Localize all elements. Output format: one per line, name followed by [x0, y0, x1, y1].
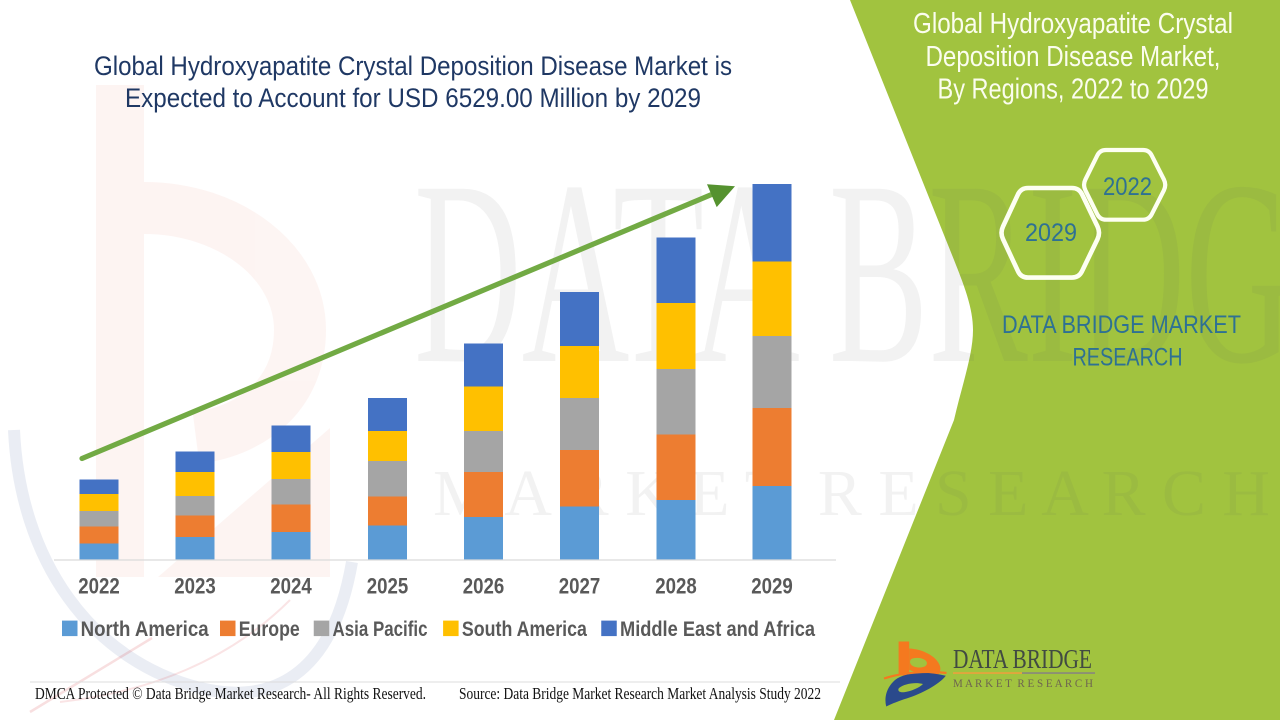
svg-text:By Regions, 2022 to 2029: By Regions, 2022 to 2029: [938, 74, 1209, 106]
svg-text:Global Hydroxyapatite Crystal: Global Hydroxyapatite Crystal: [913, 8, 1233, 40]
svg-text:2028: 2028: [655, 574, 697, 599]
svg-text:M A R K E T R E S E A R C H: M A R K E T R E S E A R C H: [433, 457, 1270, 530]
svg-text:Deposition Disease Market,: Deposition Disease Market,: [926, 41, 1221, 73]
svg-text:2029: 2029: [751, 574, 793, 599]
svg-text:2026: 2026: [463, 574, 505, 599]
svg-text:Global Hydroxyapatite Crystal: Global Hydroxyapatite Crystal Deposition…: [94, 51, 732, 81]
svg-text:Expected to Account for USD 65: Expected to Account for USD 6529.00 Mill…: [125, 83, 701, 113]
svg-text:2022: 2022: [1103, 173, 1152, 201]
svg-text:Asia Pacific: Asia Pacific: [333, 617, 428, 641]
svg-text:North America: North America: [81, 617, 210, 641]
svg-text:2024: 2024: [270, 574, 312, 599]
svg-text:2022: 2022: [78, 574, 120, 599]
svg-text:South America: South America: [462, 617, 588, 641]
svg-text:Source: Data Bridge Market Res: Source: Data Bridge Market Research Mark…: [459, 684, 821, 703]
svg-text:2023: 2023: [174, 574, 216, 599]
svg-text:DMCA Protected © Data Bridge M: DMCA Protected © Data Bridge Market Rese…: [35, 684, 426, 703]
svg-text:DATA BRIDGE: DATA BRIDGE: [953, 643, 1092, 674]
svg-text:M A R K E T R E S E A R C H: M A R K E T R E S E A R C H: [953, 676, 1093, 690]
svg-text:Middle East and Africa: Middle East and Africa: [620, 617, 816, 641]
svg-text:DATA BRIDGE: DATA BRIDGE: [414, 127, 1280, 418]
svg-text:DATA BRIDGE MARKET: DATA BRIDGE MARKET: [1002, 311, 1241, 339]
svg-text:2029: 2029: [1025, 219, 1077, 247]
svg-text:2027: 2027: [559, 574, 601, 599]
svg-text:2025: 2025: [367, 574, 409, 599]
svg-text:RESEARCH: RESEARCH: [1073, 344, 1183, 372]
svg-text:Europe: Europe: [239, 617, 300, 641]
